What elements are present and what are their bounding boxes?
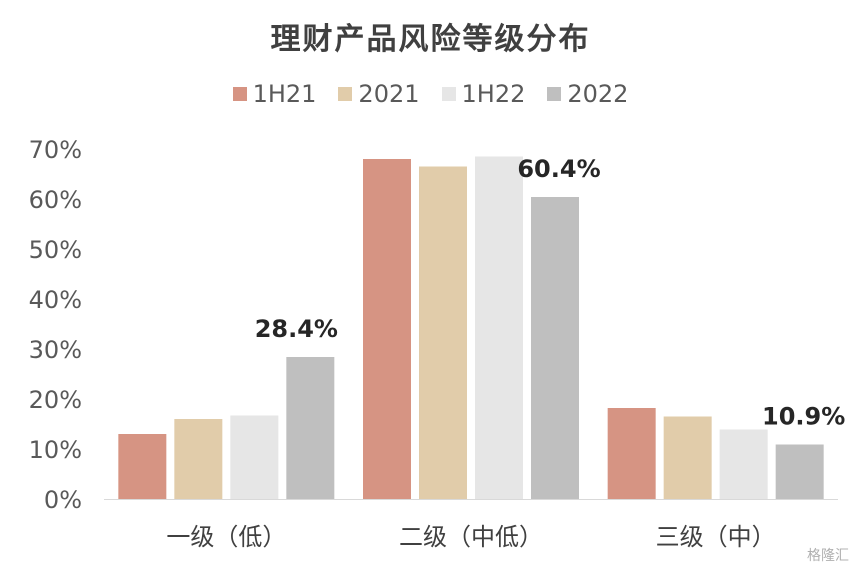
bar-2022 — [531, 197, 579, 499]
watermark-text: 格隆汇 — [807, 548, 849, 564]
legend-item: 2022 — [547, 80, 628, 108]
legend-label: 2022 — [567, 80, 629, 108]
bar-2021 — [663, 416, 712, 499]
x-category-label: 一级（低） — [166, 523, 286, 551]
bar-1h21 — [607, 408, 656, 499]
x-category-label: 二级（中低） — [399, 523, 543, 551]
y-tick-label: 50% — [29, 236, 82, 264]
data-label: 28.4% — [255, 315, 338, 343]
legend-label: 1H22 — [461, 80, 526, 108]
y-tick-label: 20% — [29, 386, 82, 414]
y-tick-label: 30% — [29, 336, 82, 364]
bar-2022 — [775, 444, 824, 499]
bar-2022 — [286, 357, 335, 499]
legend-label: 2021 — [358, 80, 420, 108]
chart-title: 理财产品风险等级分布 — [270, 22, 591, 57]
bar-1h21 — [363, 159, 411, 499]
legend-label: 1H21 — [252, 80, 317, 108]
y-tick-label: 10% — [29, 436, 82, 464]
data-label: 10.9% — [762, 403, 845, 431]
legend-item: 1H21 — [232, 80, 317, 108]
legend-swatch — [547, 87, 562, 101]
legend-item: 1H22 — [441, 80, 526, 108]
y-tick-label: 60% — [29, 186, 82, 214]
y-tick-label: 0% — [44, 486, 82, 514]
bar-1h22 — [230, 415, 279, 499]
legend-item: 2021 — [338, 80, 420, 108]
legend-swatch — [441, 87, 456, 101]
bar-2021 — [419, 166, 467, 499]
legend-swatch — [338, 87, 353, 101]
bar-1h22 — [719, 429, 768, 499]
y-tick-label: 40% — [29, 286, 82, 314]
y-tick-label: 70% — [29, 136, 82, 164]
bar-1h22 — [475, 156, 523, 499]
x-category-label: 三级（中） — [656, 523, 776, 551]
data-label: 60.4% — [517, 155, 600, 183]
legend-swatch — [232, 87, 247, 101]
bar-2021 — [174, 419, 223, 499]
legend: 1H21 2021 1H22 2022 — [0, 80, 861, 108]
bar-1h21 — [118, 434, 167, 499]
